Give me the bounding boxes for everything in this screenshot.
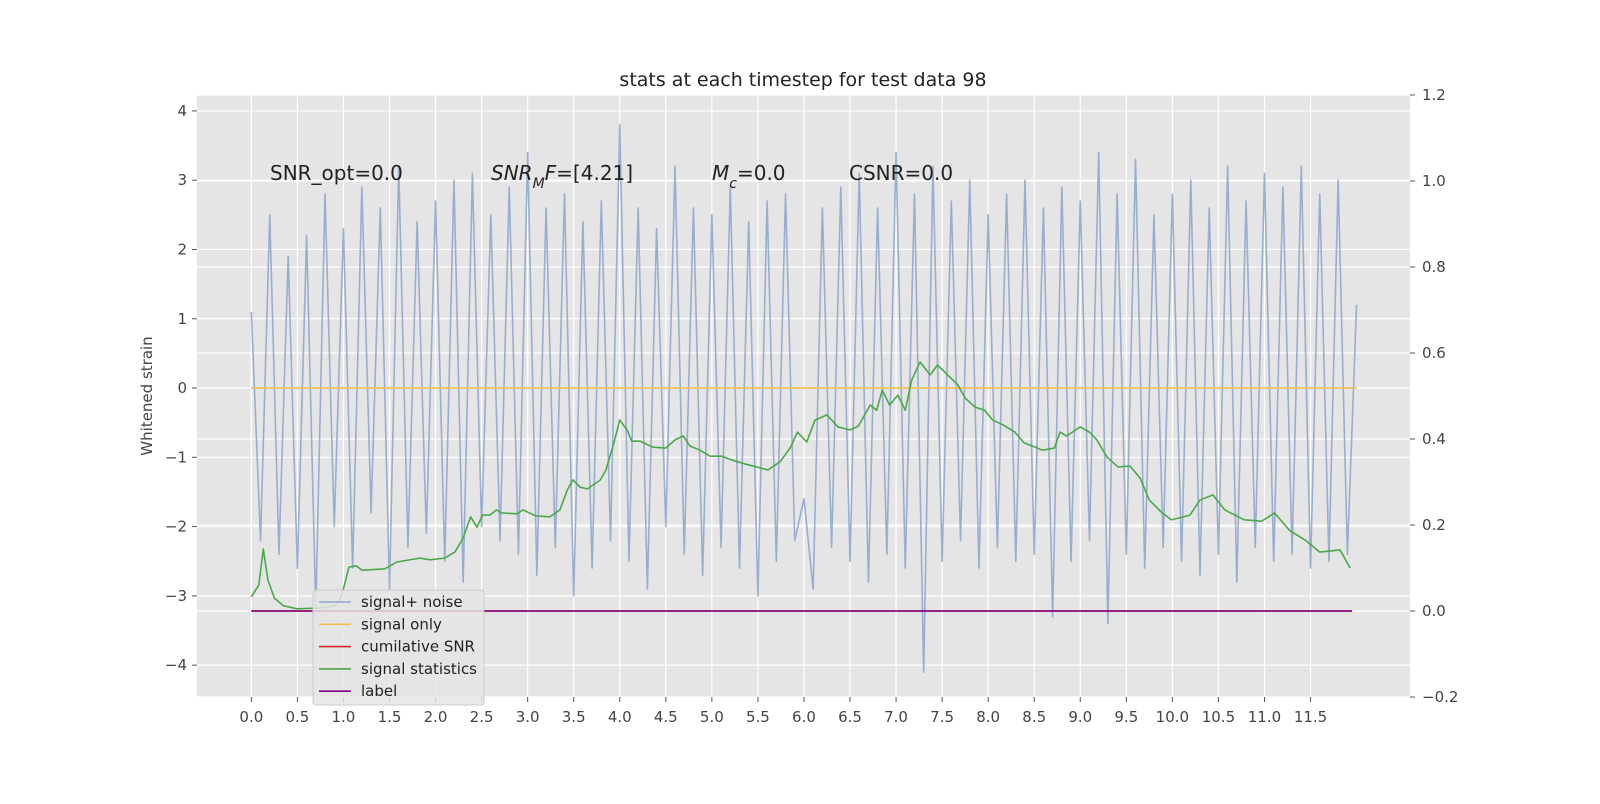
x-tick-label: 5.0 xyxy=(700,708,724,726)
x-tick-label: 6.0 xyxy=(792,708,816,726)
y2-tick-label: 1.0 xyxy=(1422,172,1446,190)
annotation: SNR_opt=0.0 xyxy=(270,161,403,185)
annotations: SNR_opt=0.0 SNRMF=[4.21] Mc=0.0 CSNR=0.0 xyxy=(270,161,953,192)
x-tick-label: 10.0 xyxy=(1156,708,1189,726)
chart-title: stats at each timestep for test data 98 xyxy=(619,69,986,91)
x-tick-label: 9.5 xyxy=(1114,708,1138,726)
annotation: Mc=0.0 xyxy=(712,161,786,192)
series-line xyxy=(250,123,1358,673)
annotation-part: SNR_opt=0.0 xyxy=(270,161,403,185)
legend-label: cumilative SNR xyxy=(361,638,475,656)
x-tick-label: 11.5 xyxy=(1294,708,1327,726)
y2-tick-label: 0.4 xyxy=(1422,430,1446,448)
y-tick-label: 0 xyxy=(177,379,187,397)
legend-label: signal+ noise xyxy=(361,593,463,611)
y2-tick-label: 0.8 xyxy=(1422,258,1446,276)
x-tick-label: 11.0 xyxy=(1248,708,1281,726)
y-tick-label: 3 xyxy=(177,171,187,189)
axes: 0.0 0.5 1.0 1.5 2.0 2.5 3.0 3.5 4.0 4.5 5.0 5.5 6.0 6… xyxy=(165,86,1459,726)
x-tick-label: 1.5 xyxy=(378,708,402,726)
series-line xyxy=(250,361,1351,610)
y-tick-label: 4 xyxy=(177,102,187,120)
x-tick-label: 4.5 xyxy=(654,708,678,726)
x-tick-label: 8.5 xyxy=(1022,708,1046,726)
x-tick-label: 2.5 xyxy=(470,708,494,726)
legend-box xyxy=(312,589,485,706)
annotation-part: SNR xyxy=(491,161,533,185)
y-tick-label: −2 xyxy=(165,518,187,536)
x-tick-label: 0.5 xyxy=(285,708,309,726)
y-tick-label: −1 xyxy=(165,448,187,466)
y2-tick-label: 0.0 xyxy=(1422,602,1446,620)
x-tick-label: 8.0 xyxy=(976,708,1000,726)
annotation-part: =0.0 xyxy=(737,161,786,185)
y-tick-label: 2 xyxy=(177,240,187,258)
annotation-part: M xyxy=(712,161,729,185)
y-tick-label: −3 xyxy=(165,587,187,605)
x-tick-label: 6.5 xyxy=(838,708,862,726)
annotation-part: =[4.21] xyxy=(556,161,633,185)
annotation-part: c xyxy=(729,176,737,192)
legend-label: signal only xyxy=(361,615,442,633)
annotation-part: F xyxy=(545,161,557,185)
y2-tick-label: 0.6 xyxy=(1422,344,1446,362)
x-tick-label: 7.5 xyxy=(930,708,954,726)
y2-tick-label: 1.2 xyxy=(1422,86,1446,104)
x-tick-label: 2.0 xyxy=(424,708,448,726)
y-tick-label: 1 xyxy=(177,310,187,328)
y2-tick-label: 0.2 xyxy=(1422,516,1446,534)
x-tick-label: 9.0 xyxy=(1068,708,1092,726)
x-tick-label: 3.5 xyxy=(562,708,586,726)
annotation: SNRMF=[4.21] xyxy=(491,161,633,192)
annotation-part: M xyxy=(533,176,545,192)
x-tick-label: 4.0 xyxy=(608,708,632,726)
legend-label: label xyxy=(361,682,397,700)
x-tick-label: 7.0 xyxy=(884,708,908,726)
y-tick-label: −4 xyxy=(165,656,187,674)
legend: signal+ noise signal only cumilative SNR si… xyxy=(312,589,485,706)
x-tick-label: 3.0 xyxy=(516,708,540,726)
y-axis-label: Whitened strain xyxy=(138,336,156,455)
legend-label: signal statistics xyxy=(361,660,477,678)
x-tick-label: 10.5 xyxy=(1202,708,1235,726)
x-tick-label: 1.0 xyxy=(332,708,356,726)
y2-tick-label: −0.2 xyxy=(1422,688,1458,706)
x-tick-label: 5.5 xyxy=(746,708,770,726)
x-tick-label: 0.0 xyxy=(239,708,263,726)
annotation-part: CSNR=0.0 xyxy=(849,161,953,185)
annotation: CSNR=0.0 xyxy=(849,161,953,185)
